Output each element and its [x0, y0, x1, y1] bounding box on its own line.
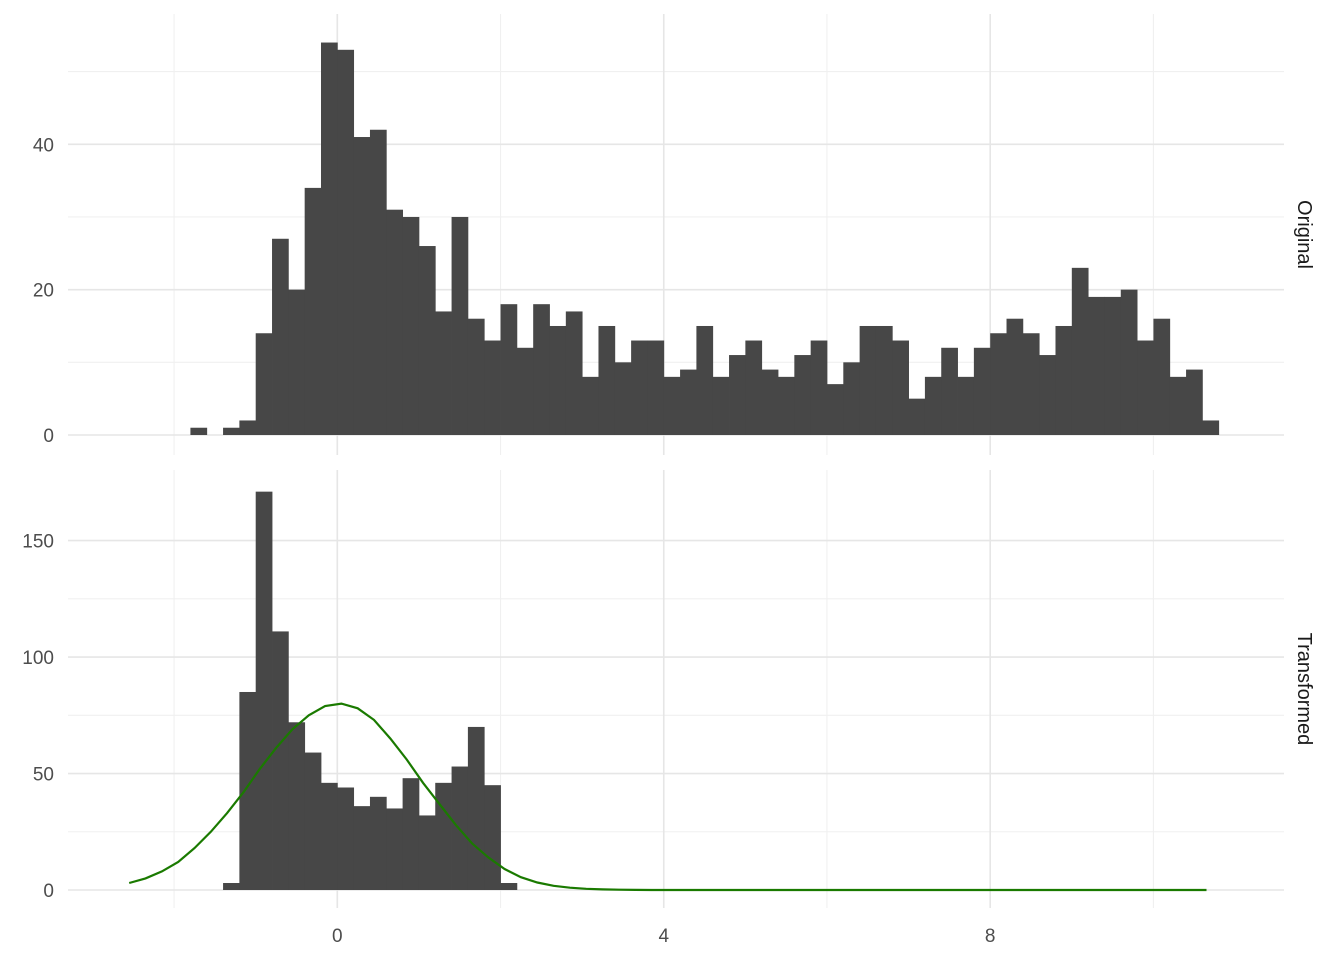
normal-density-curve — [128, 702, 1207, 892]
histogram-bar — [467, 318, 485, 435]
histogram-bar — [255, 333, 273, 435]
histogram-bar — [549, 325, 567, 435]
histogram-bar — [1055, 325, 1073, 435]
histogram-bar — [484, 785, 501, 890]
histogram-bar — [859, 325, 877, 435]
histogram-bar — [304, 752, 322, 890]
histogram-bar — [990, 333, 1007, 435]
histogram-bar — [223, 883, 240, 890]
histogram-bar — [810, 340, 828, 435]
histogram-bar — [467, 726, 485, 890]
histogram-bar — [598, 325, 616, 435]
histogram-bar — [320, 782, 338, 890]
histogram-bar — [369, 796, 387, 890]
histogram-bar — [353, 806, 371, 890]
histogram-bar — [1022, 333, 1040, 435]
histogram-bar — [500, 883, 518, 890]
histogram-bar — [663, 376, 681, 435]
histogram-bar — [435, 311, 452, 435]
histogram-bar — [337, 787, 355, 890]
histogram-bar — [614, 362, 632, 435]
histogram-bar — [402, 778, 420, 890]
histogram-bar — [565, 311, 583, 435]
y-tick-label: 0 — [43, 426, 54, 447]
histogram-bar — [1039, 355, 1056, 435]
histogram-bar — [1006, 318, 1024, 435]
histogram-bar — [1169, 376, 1187, 435]
histogram-bar — [402, 216, 420, 435]
x-tick-label: 8 — [985, 926, 996, 947]
histogram-bar — [239, 691, 257, 890]
histogram-bar — [1120, 289, 1138, 435]
histogram-bar — [1071, 267, 1089, 435]
histogram-bar — [484, 340, 501, 435]
histogram-bar — [973, 347, 991, 435]
histogram-bar — [631, 340, 648, 435]
histogram-bar — [1186, 369, 1203, 435]
histogram-bar — [304, 187, 322, 435]
y-tick-label: 150 — [22, 532, 54, 553]
histogram-bar — [239, 420, 257, 435]
histogram-bar — [190, 427, 208, 435]
histogram-bar — [843, 362, 861, 435]
histogram-bar — [680, 369, 697, 435]
y-tick-label: 20 — [33, 281, 54, 302]
histogram-bar — [451, 216, 469, 435]
histogram-bar — [1088, 296, 1105, 435]
histogram-bar — [794, 355, 812, 435]
histogram-bar — [1202, 420, 1220, 435]
histogram-bar — [1104, 296, 1122, 435]
x-tick-label: 0 — [332, 926, 343, 947]
histogram-bar — [288, 289, 306, 435]
y-tick-label: 40 — [33, 135, 54, 156]
histogram-bar — [826, 384, 844, 435]
histogram-bar — [255, 491, 273, 890]
histogram-bar — [647, 340, 665, 435]
histogram-bar — [288, 722, 306, 890]
histogram-bar — [1137, 340, 1154, 435]
histogram-bar — [582, 376, 599, 435]
histogram-bar — [908, 398, 926, 435]
histogram-bar — [729, 355, 746, 435]
histogram-bar — [386, 209, 404, 435]
histogram-bar — [320, 42, 338, 436]
histogram-bar — [533, 304, 550, 435]
histogram-bar — [369, 129, 387, 435]
histogram-bar — [696, 325, 714, 435]
histogram-bar — [516, 347, 534, 435]
histogram-bar — [875, 325, 893, 435]
histogram-bar — [272, 238, 289, 435]
histogram-bar — [418, 246, 436, 435]
histogram-bar — [892, 340, 909, 435]
histogram-bar — [745, 340, 763, 435]
histogram-bar — [778, 376, 795, 435]
histogram-bar — [712, 376, 730, 435]
histogram-bar — [761, 369, 779, 435]
histogram-bar — [941, 347, 958, 435]
histogram-bar — [386, 808, 404, 890]
histogram-bar — [223, 427, 240, 435]
x-tick-label: 4 — [658, 926, 669, 947]
histogram-bar — [957, 376, 975, 435]
facet-strip-label: Transformed — [1293, 633, 1315, 746]
histogram-bar — [924, 376, 942, 435]
facet-strip-label: Original — [1293, 200, 1315, 269]
y-tick-label: 50 — [33, 765, 54, 786]
y-tick-label: 0 — [43, 881, 54, 902]
x-axis: 0 4 8 — [332, 926, 995, 947]
histogram-bar — [272, 631, 289, 890]
histogram-bar — [435, 782, 452, 890]
histogram-bar — [337, 49, 355, 436]
histogram-bar — [353, 137, 371, 435]
histogram-bar — [500, 304, 518, 435]
panel-original: 0 20 40 Original — [33, 14, 1315, 455]
panel-transformed: 0 50 100 150 Transformed — [22, 470, 1315, 908]
histogram-bar — [1153, 318, 1171, 435]
y-tick-label: 100 — [22, 648, 54, 669]
histogram-bar — [418, 815, 436, 890]
